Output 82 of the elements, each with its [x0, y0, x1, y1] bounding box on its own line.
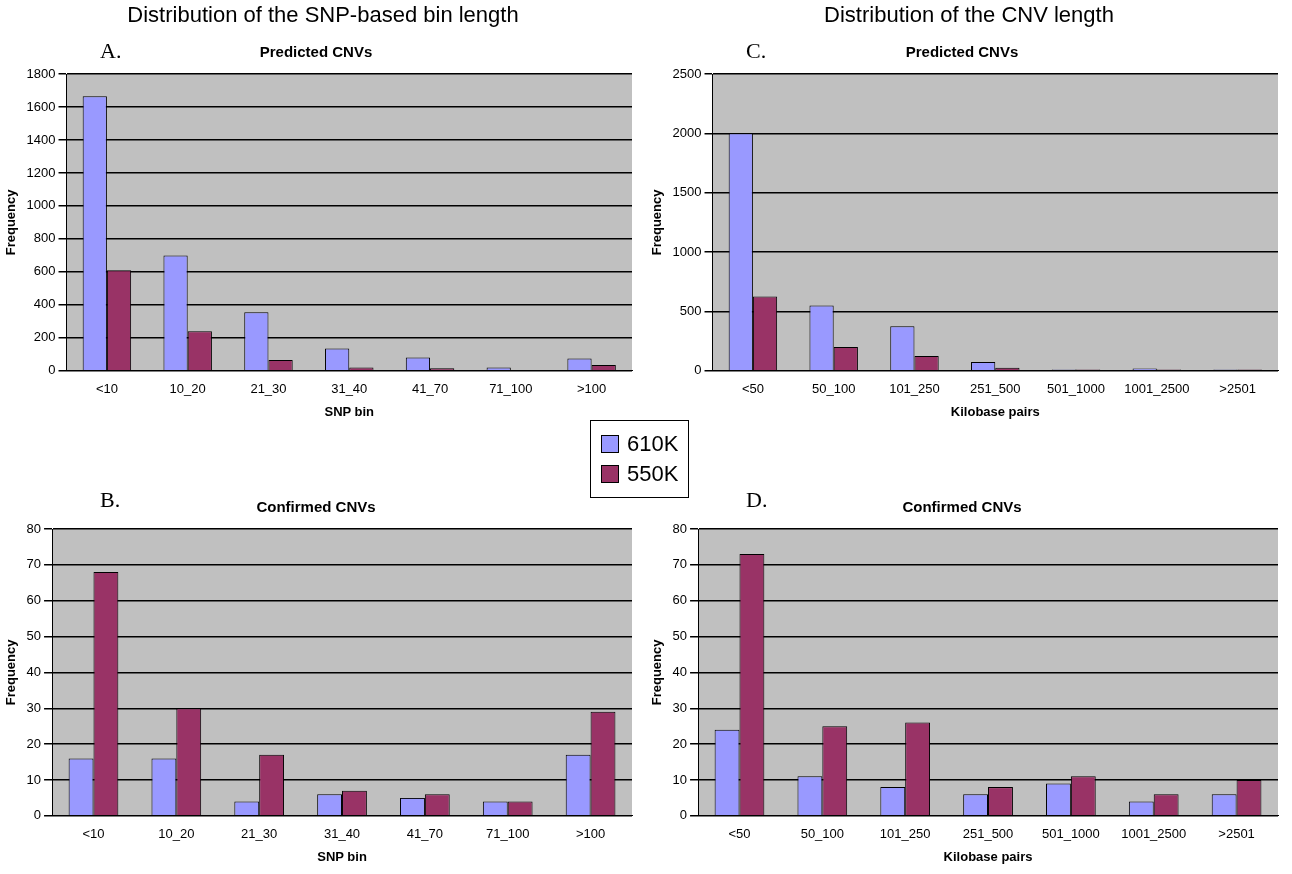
x-tick-label: 71_100: [486, 826, 530, 842]
y-tick-label: 400: [33, 296, 56, 312]
chart-title: Predicted CNVs: [905, 43, 1019, 61]
y-tick-label: 200: [33, 329, 56, 345]
text: D.: [746, 487, 768, 513]
text: Distribution of the CNV length: [823, 2, 1115, 28]
y-tick-label: 600: [33, 263, 56, 279]
y-tick-label: 80: [672, 520, 688, 536]
y-tick-label: 70: [26, 556, 42, 572]
y-tick-label: 10: [672, 771, 688, 787]
x-tick-label: 1001_2500: [1121, 826, 1187, 842]
x-tick-label: 50_100: [800, 826, 845, 842]
chart-title: Predicted CNVs: [259, 43, 373, 61]
y-tick-label: 500: [679, 303, 702, 319]
x-tick-label: 501_1000: [1041, 826, 1100, 842]
x-tick-label: 101_250: [889, 381, 940, 397]
y-tick-label: 40: [26, 663, 42, 679]
y-axis-title: Frequency: [649, 638, 665, 706]
y-axis-title: Frequency: [3, 188, 19, 256]
x-tick-label: 21_30: [250, 381, 287, 397]
y-tick-label: 1000: [672, 243, 702, 259]
y-tick-label: 1600: [26, 98, 56, 114]
x-tick-label: 71_100: [489, 381, 533, 397]
y-tick-label: 0: [48, 362, 56, 378]
x-tick-label: 31_40: [323, 826, 361, 842]
y-tick-label: 1200: [26, 164, 56, 180]
y-axis-title: Frequency: [3, 638, 19, 706]
x-tick-label: 41_70: [411, 381, 449, 397]
y-tick-label: 30: [26, 699, 42, 715]
y-tick-label: 40: [672, 663, 688, 679]
x-tick-label: <10: [82, 826, 105, 842]
x-tick-label: >2501: [1219, 381, 1256, 397]
y-tick-label: 1500: [672, 184, 702, 200]
x-tick-label: <10: [95, 381, 118, 397]
y-tick-label: 2500: [672, 65, 702, 81]
x-tick-label: <50: [741, 381, 764, 397]
y-tick-label: 1000: [26, 197, 56, 213]
text: Distribution of the SNP-based bin length: [126, 2, 520, 28]
y-tick-label: 50: [26, 628, 42, 644]
x-tick-label: 501_1000: [1047, 381, 1105, 397]
x-tick-label: 101_250: [879, 826, 931, 842]
x-axis-title: Kilobase pairs: [950, 403, 1040, 419]
legend-label: 610K: [627, 431, 679, 457]
x-tick-label: 50_100: [812, 381, 856, 397]
y-tick-label: 60: [672, 592, 688, 608]
y-tick-label: 1400: [26, 131, 56, 147]
y-tick-label: 20: [26, 735, 42, 751]
text: B.: [100, 487, 121, 513]
legend-label: 550K: [627, 461, 679, 487]
y-tick-label: 70: [672, 556, 688, 572]
x-tick-label: 10_20: [169, 381, 206, 397]
x-tick-label: 21_30: [241, 826, 278, 842]
y-tick-label: 60: [26, 592, 42, 608]
y-tick-label: 20: [672, 735, 688, 751]
y-tick-label: 50: [672, 628, 688, 644]
x-tick-label: 31_40: [331, 381, 368, 397]
x-axis-title: Kilobase pairs: [943, 848, 1033, 864]
y-tick-label: 0: [679, 807, 688, 823]
x-tick-label: 41_70: [406, 826, 443, 842]
x-tick-label: >100: [575, 826, 606, 842]
y-tick-label: 0: [33, 807, 42, 823]
y-tick-label: 1800: [26, 65, 56, 81]
y-tick-label: 2000: [672, 124, 702, 140]
text: A.: [100, 38, 122, 64]
y-tick-label: 800: [33, 230, 56, 246]
x-tick-label: 10_20: [158, 826, 195, 842]
chart-title: Confirmed CNVs: [902, 498, 1022, 516]
x-axis-title: SNP bin: [317, 848, 367, 864]
y-tick-label: 30: [672, 699, 688, 715]
x-tick-label: >100: [576, 381, 607, 397]
y-tick-label: 0: [694, 362, 702, 378]
y-tick-label: 10: [26, 771, 42, 787]
x-tick-label: 251_500: [962, 826, 1014, 842]
x-tick-label: >2501: [1218, 826, 1255, 842]
x-tick-label: 251_500: [969, 381, 1021, 397]
chart-title: Confirmed CNVs: [256, 498, 376, 516]
y-axis-title: Frequency: [649, 188, 665, 256]
text: C.: [746, 38, 767, 64]
x-axis-title: SNP bin: [324, 403, 375, 419]
x-tick-label: 1001_2500: [1124, 381, 1190, 397]
y-tick-label: 80: [26, 520, 42, 536]
x-tick-label: <50: [728, 826, 751, 842]
